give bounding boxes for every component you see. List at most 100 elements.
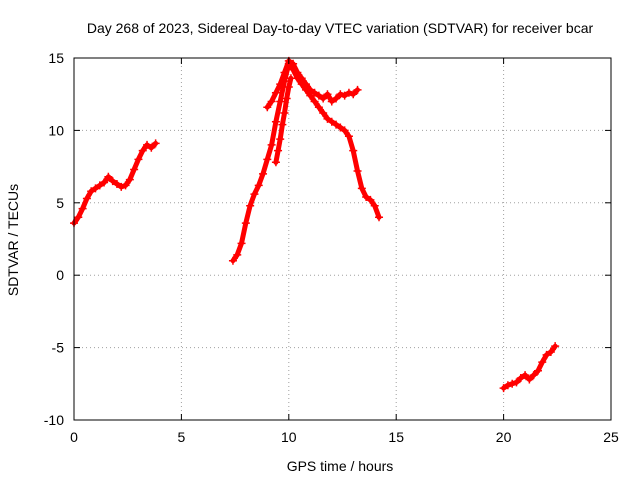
data-point [344, 88, 353, 97]
series-segment-1 [70, 139, 160, 228]
data-point [542, 350, 551, 359]
data-point [551, 342, 560, 351]
data-point [263, 155, 272, 164]
data-point [525, 375, 534, 384]
y-tick-label: 5 [56, 195, 64, 211]
data-series [70, 56, 560, 393]
data-point [263, 103, 272, 112]
data-point [74, 213, 83, 222]
data-point [370, 201, 379, 210]
data-point [336, 90, 345, 99]
data-point [286, 74, 295, 83]
data-point [282, 94, 291, 103]
data-point [143, 140, 152, 149]
data-point [147, 143, 156, 152]
data-point [271, 158, 280, 167]
x-tick-label: 25 [603, 429, 619, 445]
data-point [100, 178, 109, 187]
data-point [353, 166, 362, 175]
data-point [499, 384, 508, 393]
data-point [357, 184, 366, 193]
data-point [297, 74, 306, 83]
data-point [546, 347, 555, 356]
data-point [319, 109, 328, 118]
data-point [267, 140, 276, 149]
x-tick-label: 0 [70, 429, 78, 445]
chart-title: Day 268 of 2023, Sidereal Day-to-day VTE… [87, 20, 594, 36]
y-axis-label: SDTVAR / TECUs [5, 184, 21, 296]
data-point [271, 88, 280, 97]
x-axis-label: GPS time / hours [287, 458, 394, 474]
data-point [241, 219, 250, 228]
data-point [503, 381, 512, 390]
data-point [104, 172, 113, 181]
data-point [301, 80, 310, 89]
series-segment-2 [228, 59, 384, 265]
data-point [278, 120, 287, 129]
y-tick-label: 0 [56, 267, 64, 283]
data-point [271, 117, 280, 126]
data-point [91, 184, 100, 193]
data-point [87, 187, 96, 196]
data-point [276, 135, 285, 144]
data-point [349, 146, 358, 155]
data-point [130, 165, 139, 174]
data-point [516, 374, 525, 383]
x-tick-label: 15 [388, 429, 404, 445]
data-point [276, 97, 285, 106]
data-point [362, 193, 371, 202]
data-point [529, 371, 538, 380]
data-point [336, 123, 345, 132]
plot-frame [73, 57, 612, 421]
data-point [310, 88, 319, 97]
data-point [306, 85, 315, 94]
data-point [250, 190, 259, 199]
data-point [340, 126, 349, 135]
y-tick-label: 15 [48, 50, 64, 66]
data-point [323, 114, 332, 123]
data-point [319, 94, 328, 103]
data-point [314, 103, 323, 112]
series-segment-5 [499, 342, 560, 393]
y-tick-label: -10 [44, 412, 64, 428]
data-point [82, 194, 91, 203]
data-point [349, 90, 358, 99]
data-point [521, 371, 530, 380]
data-point [228, 256, 237, 265]
data-point [327, 117, 336, 126]
data-point [310, 97, 319, 106]
data-point [289, 59, 298, 68]
data-point [314, 91, 323, 100]
axis-ticks: 0 5 10 15 20 25 -10 -5 0 5 10 15 [44, 50, 619, 445]
data-point [233, 250, 242, 259]
data-point [280, 109, 289, 118]
data-point [108, 177, 117, 186]
data-point [121, 181, 130, 190]
data-point [274, 146, 283, 155]
data-point [533, 366, 542, 375]
x-tick-label: 20 [496, 429, 512, 445]
data-point [538, 358, 547, 367]
data-point [117, 182, 126, 191]
data-point [340, 91, 349, 100]
data-point [366, 195, 375, 204]
data-point [327, 97, 336, 106]
series-segment-3 [263, 56, 362, 112]
data-point [332, 94, 341, 103]
data-point [293, 68, 302, 77]
series-segment-4 [271, 74, 295, 167]
y-tick-label: 10 [48, 122, 64, 138]
data-point [125, 175, 134, 184]
x-tick-label: 5 [178, 429, 186, 445]
data-point [375, 213, 384, 222]
data-point [508, 379, 517, 388]
data-point [78, 204, 87, 213]
data-point [267, 97, 276, 106]
data-point [323, 90, 332, 99]
data-point [332, 120, 341, 129]
data-point [344, 132, 353, 141]
data-point [353, 85, 362, 94]
data-point [512, 378, 521, 387]
data-point [151, 139, 160, 148]
